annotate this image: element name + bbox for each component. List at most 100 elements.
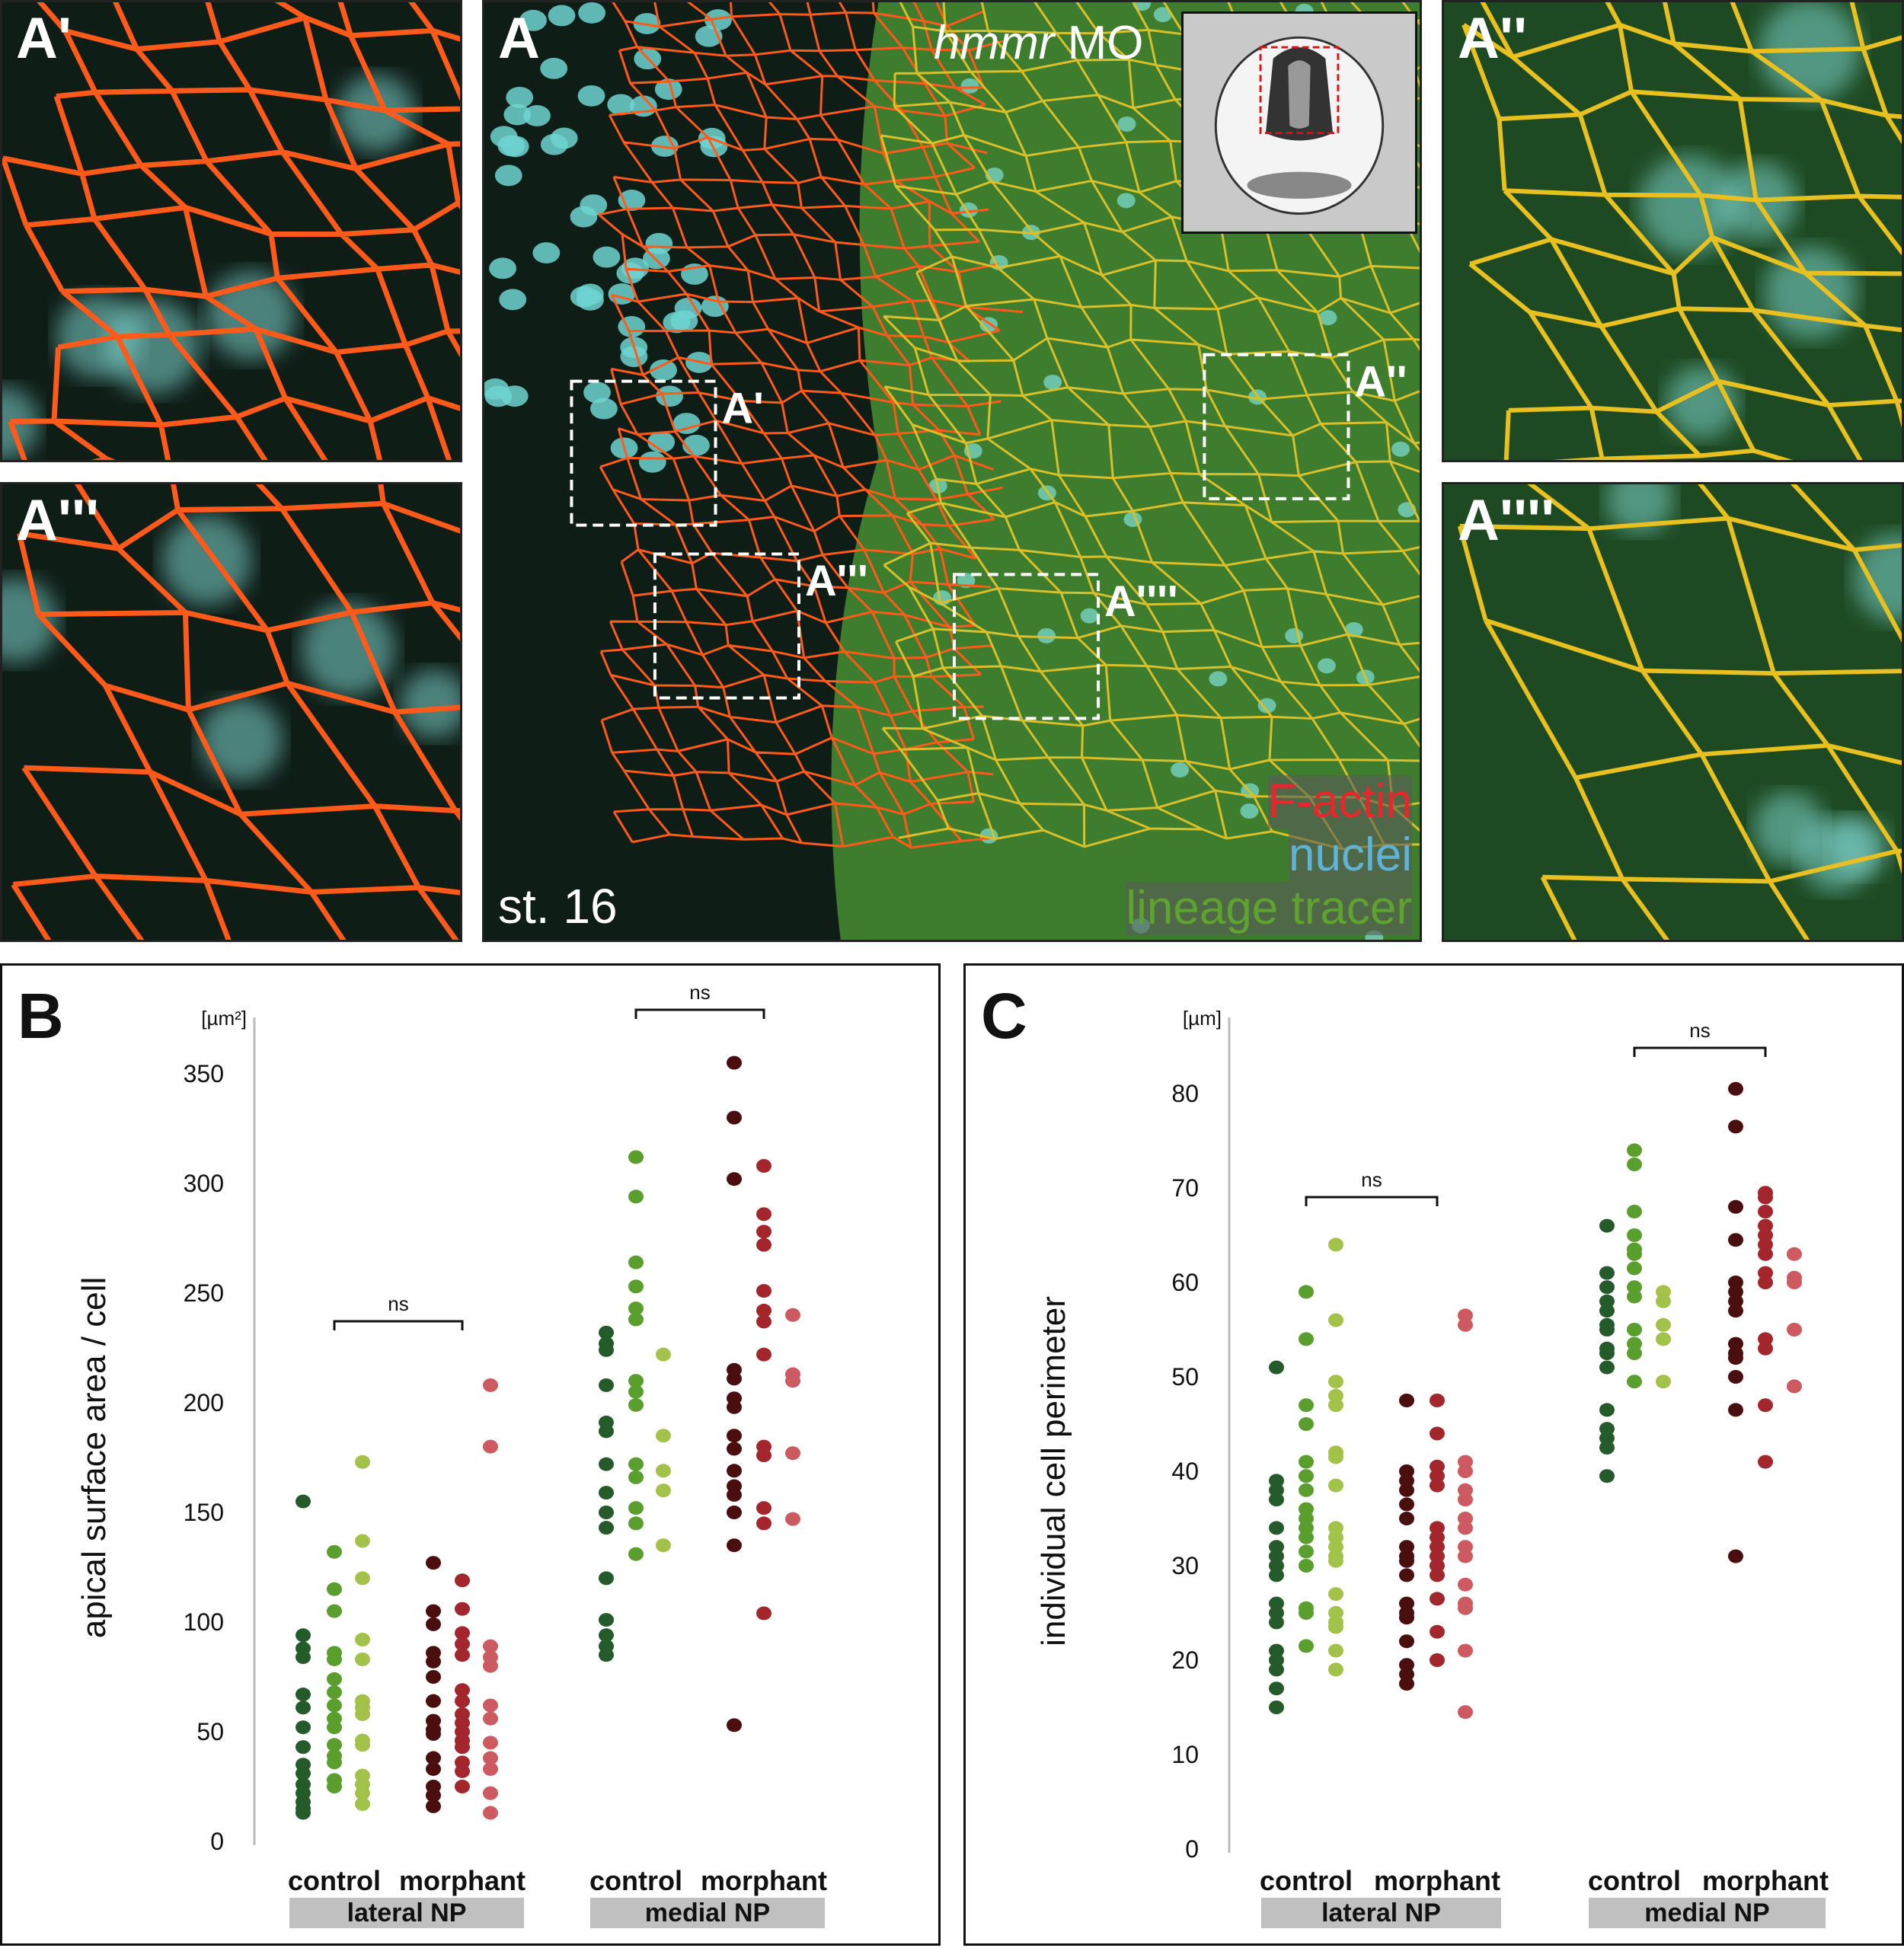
data-point	[1430, 1521, 1445, 1535]
group-label-box	[289, 1898, 524, 1928]
data-point	[1458, 1643, 1473, 1658]
data-point	[327, 1652, 342, 1666]
data-point	[628, 1384, 644, 1399]
data-point	[355, 1786, 370, 1800]
data-point	[296, 1740, 311, 1755]
legend-lineage-tracer: lineage tracer	[1126, 882, 1412, 935]
nucleus	[1117, 193, 1136, 209]
data-point	[599, 1506, 614, 1519]
data-point	[483, 1659, 498, 1673]
data-point	[296, 1701, 311, 1715]
data-point	[1328, 1521, 1343, 1535]
group-label: medial NP	[1644, 1899, 1769, 1927]
data-point	[1758, 1341, 1773, 1356]
nucleus-blob	[105, 299, 200, 394]
data-point	[1656, 1375, 1671, 1389]
data-point	[1328, 1587, 1343, 1602]
data-point	[756, 1158, 772, 1173]
data-point	[327, 1604, 342, 1618]
data-point	[1299, 1483, 1314, 1497]
data-point	[1728, 1549, 1743, 1563]
nucleus	[647, 431, 676, 453]
significance-label: ns	[1361, 1168, 1382, 1191]
nucleus	[540, 57, 568, 79]
data-point	[327, 1672, 342, 1686]
nucleus	[548, 5, 576, 27]
data-point	[1656, 1285, 1671, 1299]
nucleus-blob	[400, 669, 460, 739]
data-point	[1656, 1317, 1671, 1332]
legend-nuclei: nuclei	[1289, 829, 1412, 882]
data-point	[355, 1738, 370, 1752]
panel-a-main-image: A' A'' A''' A'''' A hmmr MO st. 16 F-actin …	[482, 0, 1422, 942]
y-tick-label: 100	[184, 1608, 224, 1636]
data-point	[1728, 1285, 1743, 1299]
nucleus	[490, 126, 518, 148]
data-point	[455, 1694, 470, 1708]
data-point	[1269, 1596, 1284, 1611]
data-point	[1758, 1237, 1773, 1252]
data-point	[1728, 1199, 1743, 1214]
data-point	[1269, 1653, 1284, 1667]
data-point	[1458, 1549, 1473, 1563]
data-point	[656, 1464, 671, 1478]
neural-plate-image: A' A'' A''' A''''	[484, 2, 1420, 940]
inset-box-label: A'''	[805, 557, 868, 605]
nucleus	[1153, 7, 1172, 23]
data-point	[1758, 1247, 1773, 1261]
data-point	[599, 1378, 614, 1392]
data-point	[1458, 1601, 1473, 1615]
data-point	[1728, 1370, 1743, 1384]
nucleus	[656, 385, 683, 407]
data-point	[1458, 1521, 1473, 1535]
data-point	[1627, 1228, 1642, 1242]
data-point	[599, 1343, 614, 1357]
nucleus	[618, 316, 646, 337]
data-point	[628, 1312, 644, 1327]
y-tick-label: 350	[184, 1060, 224, 1087]
data-point	[1758, 1455, 1773, 1469]
data-point	[296, 1628, 311, 1643]
data-point	[1299, 1530, 1314, 1544]
panel-label: A''	[1458, 6, 1528, 71]
data-point	[455, 1626, 470, 1640]
group-label: lateral NP	[347, 1899, 467, 1927]
data-point	[1399, 1658, 1414, 1672]
data-point	[426, 1788, 441, 1803]
inset-box-label: A''''	[1104, 577, 1178, 626]
significance-bracket	[1305, 1196, 1439, 1206]
data-point	[1627, 1289, 1642, 1304]
data-point	[727, 1487, 742, 1502]
data-point	[1399, 1512, 1414, 1525]
data-point	[1599, 1280, 1615, 1295]
data-point	[599, 1521, 614, 1535]
data-point	[1430, 1530, 1445, 1544]
data-point	[628, 1255, 644, 1269]
data-point	[455, 1573, 470, 1588]
data-point	[727, 1372, 742, 1386]
data-point	[426, 1751, 441, 1765]
y-tick-label: 250	[184, 1279, 224, 1307]
nucleus	[1318, 310, 1337, 326]
data-point	[1399, 1464, 1414, 1478]
y-axis-title: apical surface area / cell	[75, 1277, 113, 1638]
data-point	[1299, 1639, 1314, 1653]
embryo-drawing-icon	[1214, 36, 1385, 215]
data-point	[599, 1325, 614, 1340]
nucleus-blob	[1798, 817, 1874, 893]
data-point	[1599, 1346, 1615, 1360]
data-point	[483, 1786, 498, 1800]
data-point	[355, 1534, 370, 1548]
nucleus-blob	[1853, 533, 1902, 623]
nucleus	[1080, 608, 1099, 624]
legend-f-actin: F-actin	[1267, 775, 1412, 829]
data-point	[727, 1464, 742, 1478]
data-point	[1627, 1323, 1642, 1336]
panel-a-prime-image: A'	[0, 0, 462, 462]
data-point	[1299, 1512, 1314, 1525]
cell-membranes	[1462, 2, 1902, 460]
nucleus	[960, 78, 979, 94]
y-tick-label: 50	[1171, 1363, 1199, 1391]
data-point	[1728, 1304, 1743, 1318]
nucleus-blob	[1639, 155, 1739, 255]
